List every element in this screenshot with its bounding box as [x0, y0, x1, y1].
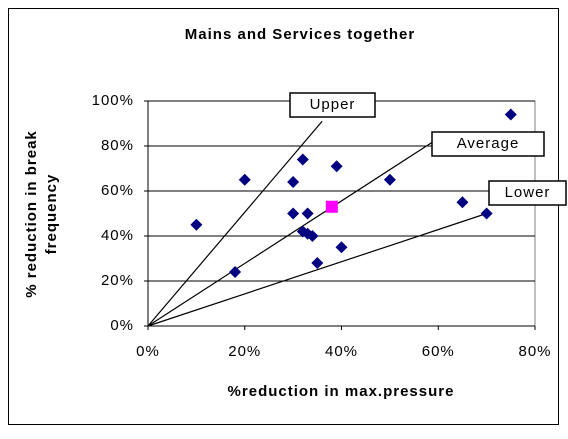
point	[456, 196, 469, 209]
x-axis-title: %reduction in max.pressure	[228, 383, 455, 400]
x-tick-label: 60%	[422, 343, 455, 360]
point	[325, 200, 338, 213]
annotation-box	[431, 131, 545, 157]
point	[190, 218, 203, 231]
y-tick-label: 60%	[101, 182, 134, 199]
point	[296, 153, 309, 166]
point	[330, 160, 343, 173]
point	[335, 241, 348, 254]
y-tick-label: 80%	[101, 137, 134, 154]
point	[301, 207, 314, 220]
x-tick-label: 80%	[518, 343, 551, 360]
annotation-box	[488, 180, 567, 206]
point	[287, 207, 300, 220]
y-tick-label: 0%	[110, 317, 134, 334]
annotation-box	[289, 92, 376, 118]
reference-line	[147, 212, 487, 327]
point	[287, 176, 300, 188]
chart-title: Mains and Services together	[185, 26, 415, 43]
point	[504, 108, 517, 121]
x-tick-label: 40%	[325, 343, 358, 360]
point	[229, 266, 242, 278]
y-axis-title: frequency	[43, 174, 60, 255]
y-axis-title: % reduction in break	[23, 130, 40, 298]
x-tick-label: 0%	[136, 343, 160, 360]
y-tick-label: 40%	[101, 227, 134, 244]
point	[311, 257, 324, 269]
point	[383, 173, 396, 186]
y-tick-label: 100%	[92, 92, 134, 109]
annotation: Upper	[310, 96, 356, 113]
point	[238, 173, 251, 186]
y-tick-label: 20%	[101, 272, 134, 289]
annotation: Lower	[505, 184, 551, 201]
reference-line	[147, 120, 323, 327]
annotation: Average	[457, 135, 520, 152]
x-tick-label: 20%	[228, 343, 261, 360]
point	[480, 207, 493, 220]
reference-line	[147, 140, 434, 327]
point	[306, 230, 319, 242]
